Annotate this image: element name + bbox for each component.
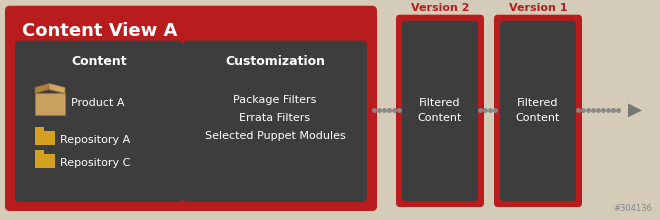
Text: Version 1: Version 1 [509, 3, 567, 13]
Polygon shape [35, 94, 65, 115]
Text: Product A: Product A [71, 98, 125, 108]
Polygon shape [35, 83, 49, 94]
FancyBboxPatch shape [402, 21, 478, 201]
Polygon shape [628, 103, 642, 117]
Text: Version 2: Version 2 [411, 3, 469, 13]
FancyBboxPatch shape [183, 41, 367, 202]
FancyBboxPatch shape [15, 41, 183, 202]
Text: Repository C: Repository C [60, 158, 131, 168]
Text: Errata Filters: Errata Filters [240, 113, 311, 123]
FancyBboxPatch shape [396, 15, 484, 207]
Text: Package Filters: Package Filters [234, 95, 317, 105]
Polygon shape [49, 83, 65, 94]
Text: Customization: Customization [225, 55, 325, 68]
FancyBboxPatch shape [494, 15, 582, 207]
Text: Repository A: Repository A [60, 135, 130, 145]
Text: Content View A: Content View A [22, 22, 178, 40]
Text: Filtered
Content: Filtered Content [516, 98, 560, 123]
FancyBboxPatch shape [35, 154, 55, 168]
Text: Filtered
Content: Filtered Content [418, 98, 462, 123]
Text: Selected Puppet Modules: Selected Puppet Modules [205, 131, 345, 141]
Text: #304136: #304136 [613, 204, 652, 213]
FancyBboxPatch shape [35, 131, 55, 145]
FancyBboxPatch shape [5, 6, 377, 211]
FancyBboxPatch shape [35, 150, 44, 155]
FancyBboxPatch shape [500, 21, 576, 201]
FancyBboxPatch shape [35, 127, 44, 132]
Text: Content: Content [71, 55, 127, 68]
